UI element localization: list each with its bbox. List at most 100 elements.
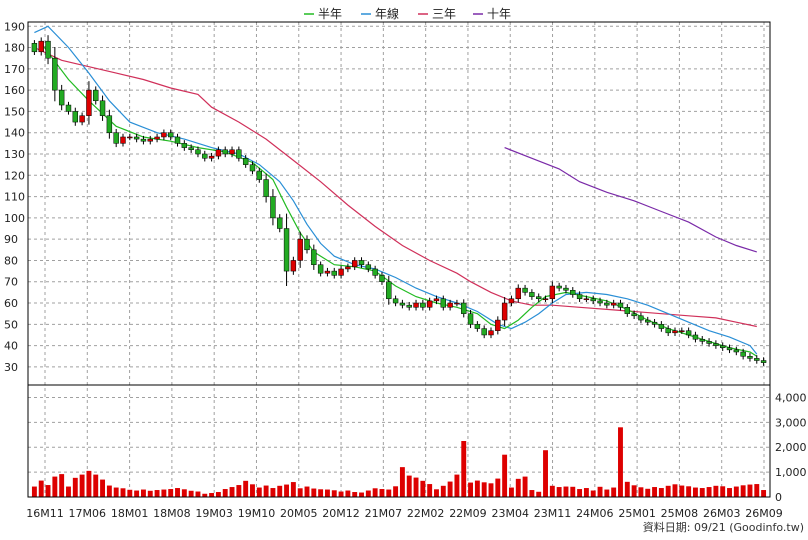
candle-body <box>461 302 467 314</box>
date-tick-label: 18M08 <box>153 507 191 520</box>
candle-body <box>106 115 113 133</box>
candle-body <box>386 281 392 300</box>
volume-bar <box>604 489 610 497</box>
volume-tick-label: 3,000 <box>775 416 807 429</box>
legend-item: 十年 <box>487 7 511 21</box>
candle-body <box>672 330 678 334</box>
volume-tick-label: 4,000 <box>775 391 807 404</box>
volume-bar <box>645 488 651 497</box>
candle-body <box>529 292 535 297</box>
volume-bar <box>413 477 419 497</box>
candle-body <box>440 298 446 308</box>
date-tick-label: 18M01 <box>111 507 149 520</box>
volume-bar <box>31 486 37 497</box>
volume-bar <box>284 484 290 497</box>
volume-bar <box>93 474 99 497</box>
candle-body <box>113 132 119 144</box>
candle-body <box>515 287 521 300</box>
candle-body <box>481 328 487 336</box>
volume-bar <box>236 485 242 497</box>
date-tick-label: 25M08 <box>661 507 699 520</box>
candle-body <box>283 228 290 272</box>
candle-body <box>399 302 406 306</box>
volume-bar <box>161 489 167 497</box>
candle-body <box>522 287 528 293</box>
date-tick-label: 22M02 <box>407 507 445 520</box>
candle-body <box>38 40 44 53</box>
candle-body <box>311 249 317 265</box>
candle-body <box>215 149 222 157</box>
volume-bar <box>658 488 664 497</box>
candle-body <box>236 149 242 159</box>
volume-bar <box>618 427 623 497</box>
volume-plot-frame <box>27 384 771 498</box>
candle-body <box>556 285 562 289</box>
volume-bar <box>393 486 399 497</box>
volume-bar <box>440 485 446 497</box>
candle-body <box>679 330 685 332</box>
volume-bar <box>740 485 746 497</box>
price-tick-label: 170 <box>4 63 25 76</box>
volume-bar <box>427 484 433 497</box>
candle-body <box>290 260 297 272</box>
volume-bar <box>154 490 160 497</box>
date-tick-label: 19M10 <box>238 507 276 520</box>
volume-bar <box>692 487 698 497</box>
candle-body <box>645 319 651 323</box>
volume-bar <box>365 490 371 497</box>
ma-line-10y <box>504 147 757 253</box>
volume-bar <box>59 474 65 497</box>
candle-body <box>120 136 126 144</box>
candle-body <box>692 334 699 340</box>
candle-body <box>583 298 590 301</box>
volume-bar <box>631 485 637 497</box>
volume-bar <box>570 486 576 497</box>
candle-body <box>99 100 106 116</box>
volume-bar <box>543 450 548 497</box>
volume-bar <box>338 491 344 497</box>
grid <box>28 22 770 498</box>
date-tick-label: 26M03 <box>703 507 741 520</box>
candle-body <box>549 285 556 300</box>
volume-tick-label: 1,000 <box>775 466 807 479</box>
legend: 半年 年線 三年 十年 <box>304 6 511 21</box>
volume-bar <box>638 487 644 497</box>
candle-body <box>576 294 583 300</box>
date-tick-label: 25M01 <box>618 507 656 520</box>
volume-bar <box>195 491 201 497</box>
candle-body <box>754 358 760 361</box>
candle-body <box>658 324 665 329</box>
date-tick-label: 24M06 <box>576 507 614 520</box>
volume-bar <box>379 489 385 497</box>
price-tick-label: 90 <box>4 233 18 246</box>
volume-bar <box>474 480 480 497</box>
candle-body <box>713 343 719 346</box>
candle-body <box>706 341 712 344</box>
price-tick-label: 160 <box>4 84 25 97</box>
volume-bar <box>318 489 324 497</box>
candle-body <box>256 170 262 180</box>
candle-body <box>72 111 78 123</box>
candle-body <box>631 313 637 317</box>
volume-bar <box>597 486 603 497</box>
volume-bar <box>624 481 630 497</box>
volume-bar <box>522 476 528 497</box>
volume-bar <box>447 481 453 497</box>
candle-body <box>45 40 51 59</box>
price-tick-label: 100 <box>4 212 25 225</box>
candle-body <box>202 153 208 159</box>
candle-body <box>154 136 160 140</box>
candle-body <box>86 89 92 116</box>
candle-body <box>147 138 153 142</box>
volume-bar <box>79 474 85 497</box>
volume-bar <box>181 489 187 497</box>
volume-bar <box>270 488 276 497</box>
candle-body <box>58 89 65 106</box>
volume-bar <box>583 488 589 497</box>
candle-body <box>188 147 194 150</box>
volume-bar <box>713 485 719 497</box>
volume-bar <box>536 491 542 497</box>
candle-body <box>133 136 140 140</box>
volume-bar <box>324 489 330 497</box>
